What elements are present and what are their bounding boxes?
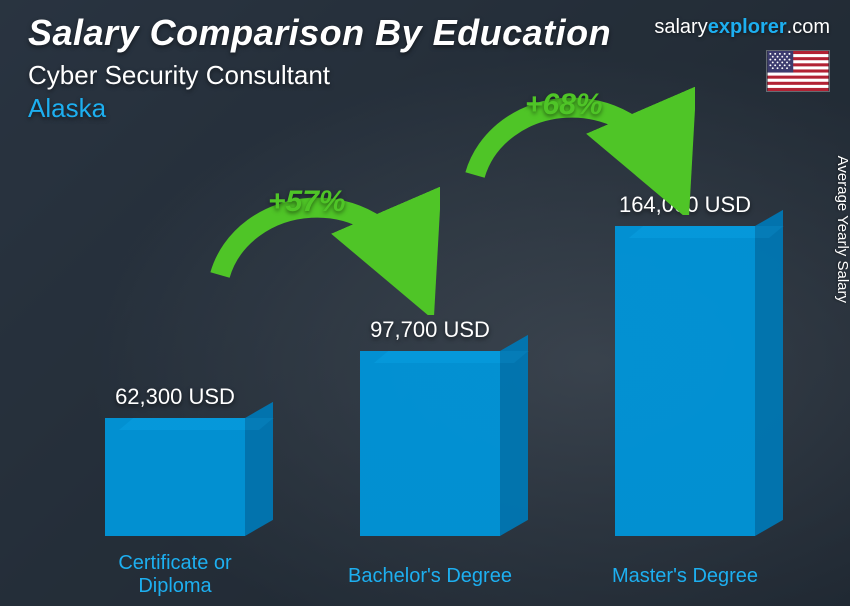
y-axis-label: Average Yearly Salary xyxy=(834,156,850,303)
bar-3d xyxy=(360,351,500,536)
bar-group: 164,000 USD xyxy=(605,192,765,536)
brand-part1: salary xyxy=(654,16,707,38)
page-subtitle: Cyber Security Consultant xyxy=(28,60,611,91)
brand-part2: explorer xyxy=(708,16,787,38)
bar-side-face xyxy=(500,335,528,536)
page-location: Alaska xyxy=(28,93,611,124)
bar-group: 62,300 USD xyxy=(95,384,255,536)
bar-front-face xyxy=(615,226,755,536)
bar-3d xyxy=(615,226,755,536)
bar-category-label: Master's Degree xyxy=(595,565,775,588)
bar-side-face xyxy=(755,210,783,536)
bar-category-label: Certificate or Diploma xyxy=(85,552,265,598)
increase-arrow-icon xyxy=(200,145,440,315)
brand-logo: salaryexplorer.com xyxy=(654,16,830,39)
brand-part3: .com xyxy=(787,16,830,38)
bar-group: 97,700 USD xyxy=(350,317,510,536)
percentage-increase-label: +57% xyxy=(268,185,346,219)
bar-front-face xyxy=(105,418,245,536)
bar-category-label: Bachelor's Degree xyxy=(340,565,520,588)
header: Salary Comparison By Education Cyber Sec… xyxy=(28,12,611,124)
bar-front-face xyxy=(360,351,500,536)
page-title: Salary Comparison By Education xyxy=(28,12,611,54)
bar-side-face xyxy=(245,402,273,536)
us-flag-icon xyxy=(766,50,830,92)
bar-3d xyxy=(105,418,245,536)
